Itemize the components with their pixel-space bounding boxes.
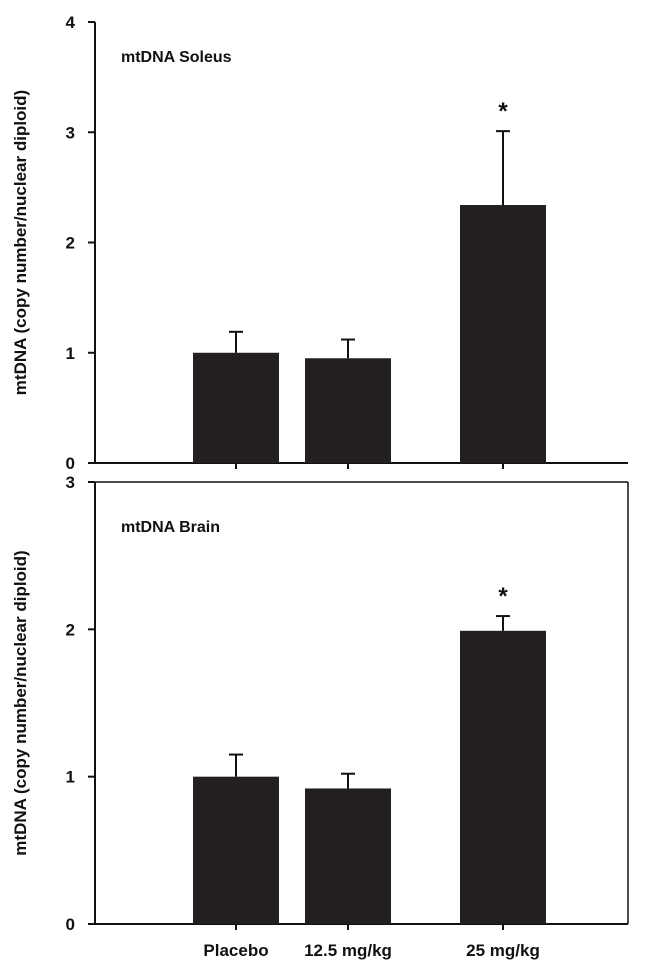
- x-tick-label: 12.5 mg/kg: [304, 941, 392, 960]
- y-tick-label: 0: [66, 454, 75, 473]
- bar: [460, 630, 546, 924]
- bar: [305, 788, 391, 924]
- significance-marker: *: [498, 583, 508, 610]
- y-tick-label: 1: [66, 768, 75, 787]
- bar: [193, 352, 279, 463]
- y-tick-label: 0: [66, 915, 75, 934]
- x-tick-label: Placebo: [203, 941, 268, 960]
- soleus-panel: 0 1 2 3 4 * mtDNA Soleus mtDNA (copy number/nuc…: [11, 13, 628, 473]
- y-tick-label: 2: [66, 234, 75, 253]
- y-tick-label: 4: [66, 13, 76, 32]
- bar: [193, 776, 279, 924]
- panel-title: mtDNA Soleus: [121, 49, 232, 66]
- bar: [460, 205, 546, 463]
- y-axis-label: mtDNA (copy number/nuclear diploid): [11, 550, 30, 855]
- panel-title: mtDNA Brain: [121, 519, 220, 536]
- significance-marker: *: [498, 98, 508, 125]
- y-axis-label: mtDNA (copy number/nuclear diploid): [11, 90, 30, 395]
- y-tick-label: 1: [66, 344, 75, 363]
- y-tick-label: 3: [66, 123, 75, 142]
- brain-panel: 0 1 2 3 * mtDNA Brain mtDNA (copy number/nucle…: [11, 473, 629, 960]
- y-tick-label: 3: [66, 473, 75, 492]
- bar: [305, 358, 391, 463]
- x-tick-label: 25 mg/kg: [466, 941, 540, 960]
- y-tick-label: 2: [66, 620, 75, 639]
